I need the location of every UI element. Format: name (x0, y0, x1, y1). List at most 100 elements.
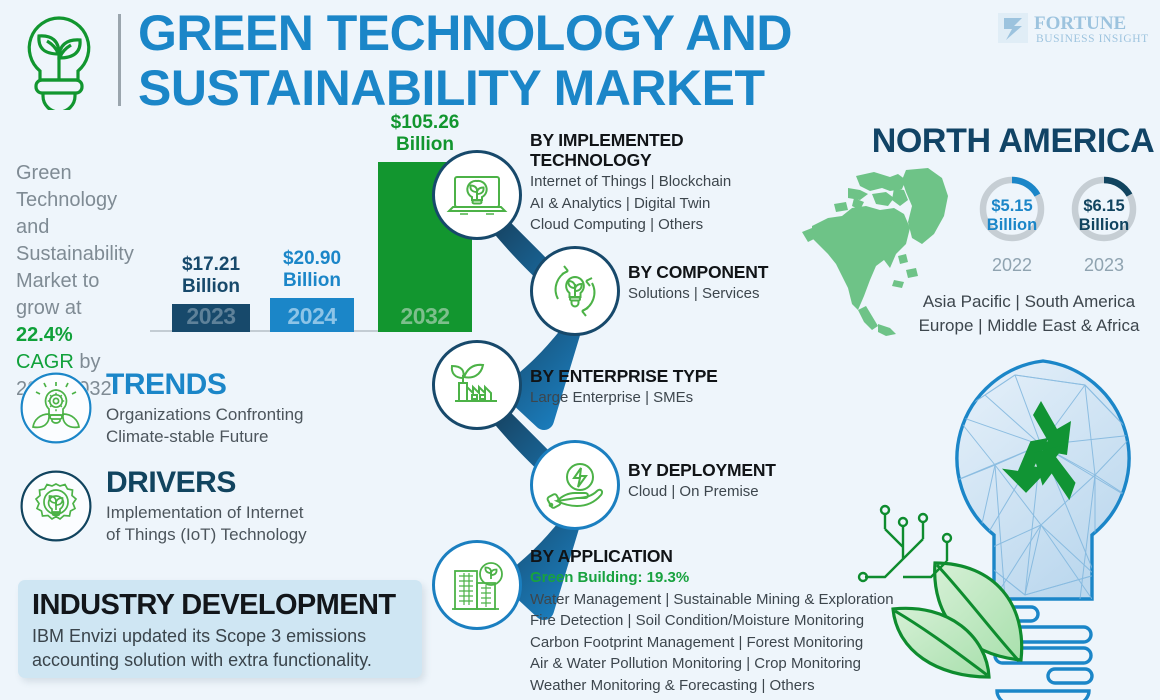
donut-2023-year: 2023 (1083, 255, 1125, 275)
trends-desc-2: Climate-stable Future (106, 427, 269, 446)
drivers-desc-1: Implementation of Internet (106, 503, 304, 522)
highlight-drivers: DRIVERS Implementation of Internet of Th… (20, 466, 400, 550)
donut-2022-value: $5.15 Billion (974, 197, 1050, 235)
segment-head-1: BY ENTERPRISE TYPE (530, 366, 718, 386)
segment-text-component: BY COMPONENT Solutions | Services (628, 262, 928, 304)
recycle-bulb-icon (554, 265, 596, 317)
logo-name: FORTUNE (1034, 13, 1126, 34)
bar-value-label: $20.90 Billion (258, 248, 366, 292)
segment-text-deployment: BY DEPLOYMENT Cloud | On Premise (628, 460, 928, 502)
bulb-gear-leaf-icon (32, 382, 80, 429)
bar-value-unit: Billion (282, 270, 342, 292)
header-divider (118, 14, 121, 106)
building-plant-icon (452, 562, 503, 610)
segment-item-1: AI & Analytics | Digital Twin (530, 194, 711, 212)
industry-text-1: IBM Envizi updated its Scope 3 emissions (32, 626, 367, 646)
highlight-trends: TRENDS Organizations Confronting Climate… (20, 368, 400, 452)
segment-item-4: Weather Monitoring & Forecasting | Other… (530, 676, 815, 694)
bar-2023: 2023 (172, 303, 250, 332)
bar-value-label: $105.26 Billion (366, 112, 484, 156)
bar-value-amount: $20.90 (282, 248, 342, 270)
segment-head-1: BY IMPLEMENTED (530, 130, 684, 150)
market-bar-chart: 2023 $17.21 Billion 2024 $20.90 Billion 2032 $1… (150, 112, 472, 340)
segment-item-0: Water Management | Sustainable Mining & … (530, 590, 894, 608)
trends-description: Organizations Confronting Climate-stable… (106, 404, 406, 448)
segment-item-0: Solutions | Services (628, 285, 760, 302)
segment-text-application: BY APPLICATION Green Building: 19.3% Wat… (530, 546, 950, 695)
donut-2023-unit: Billion (1078, 216, 1130, 234)
donut-2023 (1071, 176, 1137, 242)
cagr-value: 22.4% (16, 324, 73, 346)
drivers-description: Implementation of Internet of Things (Io… (106, 502, 406, 546)
segment-icon-enterprise-type (432, 340, 522, 430)
cagr-label: CAGR (16, 351, 74, 373)
segment-item-0: Internet of Things | Blockchain (530, 173, 732, 190)
bar-group: 2023 $17.21 Billion (172, 254, 250, 332)
bar-group: 2024 $20.90 Billion (270, 248, 354, 332)
industry-text-2: accounting solution with extra functiona… (32, 650, 372, 670)
industry-development-title: INDUSTRY DEVELOPMENT (32, 589, 396, 621)
segment-icon-implemented-technology (432, 150, 522, 240)
drivers-icon-circle (20, 470, 92, 542)
segment-text-implemented-technology: BY IMPLEMENTED TECHNOLOGY Internet of Th… (530, 130, 890, 235)
segment-item-0: Large Enterprise | SMEs (530, 389, 694, 406)
page-title: GREEN TECHNOLOGY AND SUSTAINABILITY MARK… (138, 6, 898, 116)
bar-2024: 2024 (270, 298, 354, 332)
industry-development-card: INDUSTRY DEVELOPMENT IBM Envizi updated … (18, 580, 422, 678)
segment-head-1: BY DEPLOYMENT (628, 460, 776, 480)
industry-development-text: IBM Envizi updated its Scope 3 emissions… (32, 624, 408, 672)
bar-value-unit: Billion (181, 276, 241, 297)
intro-line-1: Green Technology (16, 162, 118, 211)
north-america-map (802, 168, 948, 336)
donut-2022-amount: $5.15 (991, 197, 1033, 215)
bar-value-label: $17.21 Billion (160, 254, 262, 298)
intro-line-3: Market to (16, 270, 100, 292)
other-regions-list: Asia Pacific | South America Europe | Mi… (900, 290, 1158, 338)
bar-value-unit: Billion (395, 134, 455, 155)
segment-icon-deployment (530, 440, 620, 530)
drivers-desc-2: of Things (IoT) Technology (106, 525, 307, 544)
segment-item-2: Carbon Footprint Management | Forest Mon… (530, 633, 864, 651)
market-intro-text: Green Technology and Sustainability Mark… (16, 160, 166, 403)
segment-icon-component (530, 246, 620, 336)
gear-plant-icon (34, 483, 78, 521)
bar-year-label: 2023 (186, 303, 236, 329)
bar-value-amount: $105.26 (390, 112, 460, 133)
laptop-plant-icon (446, 176, 508, 215)
segment-head-1: BY COMPONENT (628, 262, 769, 282)
bar-year-label: 2024 (287, 303, 337, 329)
segment-head-2: TECHNOLOGY (530, 150, 652, 170)
cagr-by: by (73, 351, 101, 373)
segment-item-3: Air & Water Pollution Monitoring | Crop … (530, 655, 861, 672)
segment-item-1: Fire Detection | Soil Condition/Moisture… (530, 612, 865, 629)
segment-text-enterprise-type: BY ENTERPRISE TYPE Large Enterprise | SM… (530, 366, 850, 408)
segment-icon-application (432, 540, 522, 630)
other-regions-line-2: Europe | Middle East & Africa (918, 316, 1140, 335)
hand-bolt-icon (546, 463, 604, 509)
other-regions-line-1: Asia Pacific | South America (922, 292, 1136, 311)
logo-sub: BUSINESS INSIGHTS (1036, 33, 1148, 45)
donut-2022-year: 2022 (991, 255, 1033, 275)
donut-2022-unit: Billion (986, 216, 1038, 234)
donut-2022 (979, 176, 1045, 242)
fortune-business-insights-logo: FORTUNE BUSINESS INSIGHTS (998, 13, 1148, 45)
segment-head-1: BY APPLICATION (530, 546, 673, 566)
segment-highlight: Green Building: 19.3% (530, 569, 690, 586)
donut-2023-value: $6.15 Billion (1066, 197, 1142, 235)
bar-year-label: 2032 (400, 303, 450, 329)
trends-icon-circle (20, 372, 92, 444)
recycling-lightbulb-illustration (857, 359, 1131, 700)
factory-leaf-icon (450, 363, 497, 402)
recycle-icon (1001, 401, 1076, 501)
intro-line-4: grow at (16, 297, 82, 319)
trends-desc-1: Organizations Confronting (106, 405, 304, 424)
green-bulb-plant-icon (27, 16, 91, 110)
segment-item-2: Cloud Computing | Others (530, 216, 704, 233)
leaf-pair (891, 561, 1024, 679)
bar-group: 2032 $105.26 Billion (378, 112, 472, 332)
page-title-line2: SUSTAINABILITY MARKET (138, 60, 765, 116)
intro-line-2: and Sustainability (16, 216, 134, 265)
donut-2023-amount: $6.15 (1083, 197, 1125, 215)
region-title: NORTH AMERICA (871, 122, 1155, 160)
drivers-title: DRIVERS (106, 466, 236, 499)
